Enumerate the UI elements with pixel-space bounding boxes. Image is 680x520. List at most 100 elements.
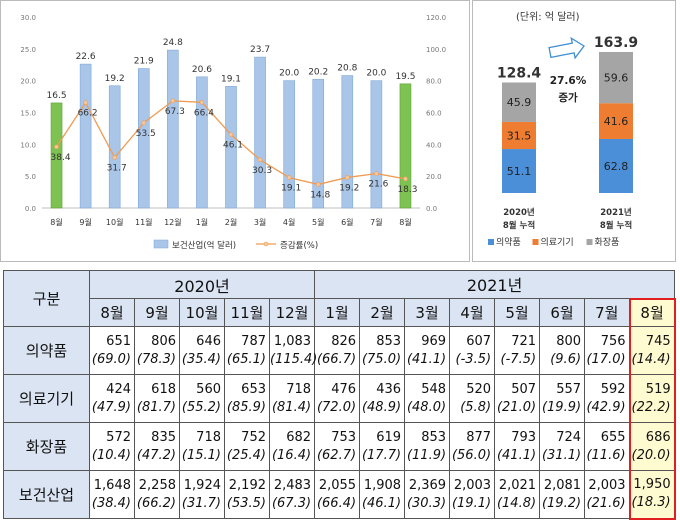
growth-rate-value: (62.7) xyxy=(316,447,357,463)
growth-rate-value: (53.5) xyxy=(226,495,266,511)
data-cell: 800 (9.6) xyxy=(539,326,586,375)
year-header: 2021년 xyxy=(314,270,676,299)
bar-mark xyxy=(312,79,325,209)
growth-rate-point xyxy=(83,100,88,105)
export-value: 877 xyxy=(466,429,492,445)
legend-line-marker xyxy=(263,241,269,247)
export-value: 548 xyxy=(421,381,447,397)
growth-rate-label: 30.3 xyxy=(252,166,272,176)
bar-value-label: 20.6 xyxy=(192,65,212,75)
export-value: 853 xyxy=(376,333,402,349)
increase-text-label: 증가 xyxy=(558,91,578,104)
data-cell: 651 (69.0) xyxy=(89,326,135,375)
growth-rate-value: (47.2) xyxy=(136,447,176,463)
left-tick-label: 15.0 xyxy=(20,110,36,118)
legend-swatch xyxy=(488,239,494,245)
left-tick-label: 30.0 xyxy=(20,14,36,22)
growth-rate-value: (16.4) xyxy=(271,447,312,463)
export-value: 607 xyxy=(466,333,492,349)
growth-rate-value: (18.3) xyxy=(631,495,671,511)
data-cell: 787 (65.1) xyxy=(224,326,270,375)
growth-rate-value: (19.9) xyxy=(541,399,582,415)
bar-mark xyxy=(225,86,237,209)
data-cell: 560 (55.2) xyxy=(179,374,225,423)
export-value: 2,192 xyxy=(228,477,266,493)
export-value: 557 xyxy=(556,381,582,397)
growth-rate-value: (9.6) xyxy=(550,351,582,367)
data-cell: 2,483 (67.3) xyxy=(268,470,316,519)
growth-rate-value: (69.0) xyxy=(91,351,131,367)
bar-value-label: 19.2 xyxy=(105,74,125,84)
bar-mark xyxy=(167,49,179,209)
legend-line-label: 증감률(%) xyxy=(280,240,318,251)
x-tick-label: 3월 xyxy=(254,217,266,227)
data-cell: 753 (62.7) xyxy=(314,422,361,471)
export-value: 835 xyxy=(151,429,176,445)
growth-rate-point xyxy=(257,157,263,163)
growth-rate-value: (35.4) xyxy=(181,351,221,367)
growth-rate-label: 46.1 xyxy=(223,141,243,151)
growth-rate-label: 21.6 xyxy=(368,180,388,190)
export-value: 1,083 xyxy=(273,333,312,349)
left-tick-label: 5.0 xyxy=(25,173,36,181)
growth-rate-label: 18.3 xyxy=(397,185,417,195)
growth-rate-value: (19.1) xyxy=(451,495,492,511)
growth-rate-value: (56.0) xyxy=(451,447,492,463)
export-value: 2,258 xyxy=(138,477,176,493)
growth-rate-point xyxy=(374,171,379,176)
growth-rate-label: 19.2 xyxy=(339,183,359,193)
stack-segment xyxy=(502,121,536,150)
data-cell: 2,081 (19.2) xyxy=(539,470,586,519)
growth-rate-value: (115.4) xyxy=(270,351,318,367)
growth-rate-point xyxy=(228,132,234,137)
growth-rate-point xyxy=(141,120,147,126)
growth-rate-value: (17.0) xyxy=(586,351,626,367)
export-value: 806 xyxy=(151,333,176,349)
bar-mark xyxy=(283,80,295,209)
growth-rate-label: 66.2 xyxy=(78,109,98,119)
bar-mark xyxy=(137,68,150,209)
data-cell: 1,083 (115.4) xyxy=(268,326,318,375)
month-header: 3월 xyxy=(404,298,451,327)
growth-rate-label: 14.8 xyxy=(310,190,330,200)
growth-rate-point xyxy=(345,175,350,180)
year-header: 2020년 xyxy=(88,270,316,299)
legend-swatch xyxy=(532,239,539,245)
legend-label: 의약품 xyxy=(496,236,521,248)
export-value: 2,003 xyxy=(588,477,626,493)
export-value: 646 xyxy=(196,333,221,349)
export-value: 682 xyxy=(286,429,312,445)
export-value: 718 xyxy=(286,381,312,397)
left-tick-label: 10.0 xyxy=(20,141,36,149)
segment-value-label: 41.6 xyxy=(604,115,629,128)
growth-rate-value: (-3.5) xyxy=(455,351,492,367)
growth-rate-value: (67.3) xyxy=(271,495,312,511)
export-value: 1,648 xyxy=(93,477,131,493)
data-cell: 682 (16.4) xyxy=(268,422,316,471)
left-tick-label: 20.0 xyxy=(20,78,36,86)
bar-value-label: 22.6 xyxy=(76,52,96,62)
export-value: 1,950 xyxy=(633,477,671,493)
right-tick-label: 80.0 xyxy=(426,78,442,86)
row-category-label: 화장품 xyxy=(3,422,90,471)
right-tick-label: 20.0 xyxy=(426,173,442,181)
stack-segment xyxy=(599,138,633,193)
data-cell: 2,258 (66.2) xyxy=(134,470,180,519)
row-category-label: 의료기기 xyxy=(3,374,90,423)
x-tick-label: 9월 xyxy=(79,217,91,227)
x-tick-label: 8월 xyxy=(399,217,411,227)
growth-rate-label: 67.3 xyxy=(165,107,185,117)
category-label-year: 2021년 xyxy=(600,207,632,218)
x-tick-label: 5월 xyxy=(312,217,324,227)
growth-rate-point xyxy=(54,144,59,150)
export-value: 787 xyxy=(241,333,266,349)
data-cell: 476 (72.0) xyxy=(314,374,361,423)
data-cell: 1,908 (46.1) xyxy=(359,470,406,519)
data-cell: 2,003 (21.6) xyxy=(584,470,631,519)
growth-rate-value: (19.2) xyxy=(541,495,582,511)
growth-rate-point xyxy=(112,155,117,160)
export-value: 686 xyxy=(645,429,671,445)
growth-rate-point xyxy=(170,98,176,104)
growth-rate-value: (41.1) xyxy=(496,447,537,463)
growth-rate-value: (65.1) xyxy=(226,351,266,367)
